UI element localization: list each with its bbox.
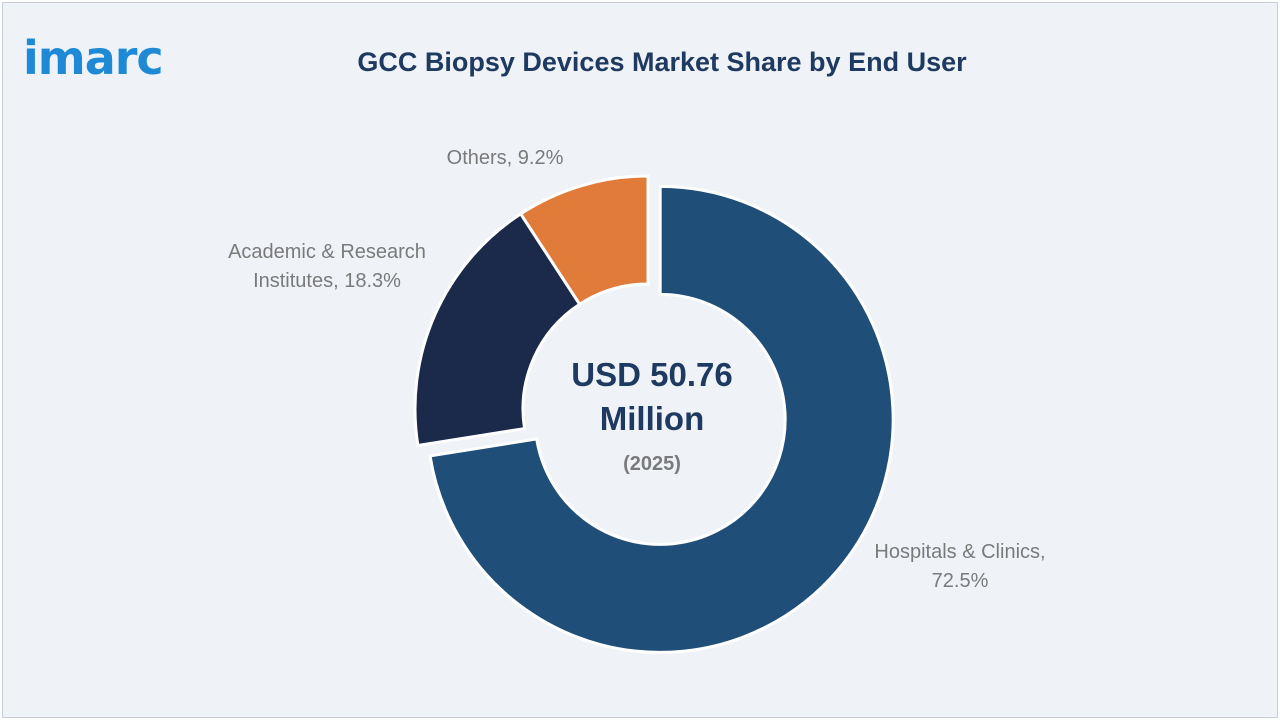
center-year: (2025) xyxy=(623,453,681,475)
donut-slice-2 xyxy=(518,174,650,307)
slice-label-1-line-1: Institutes, 18.3% xyxy=(253,270,401,292)
donut-slice-1 xyxy=(413,211,582,448)
slice-label-0-line-1: 72.5% xyxy=(932,570,989,592)
slice-labels: Hospitals & Clinics, 72.5% Academic & Rese… xyxy=(228,147,1046,592)
slice-label-0-line-0: Hospitals & Clinics, xyxy=(874,541,1045,563)
donut-slices xyxy=(413,174,895,654)
imarc-logo: imarc xyxy=(23,31,164,85)
center-value-line2: Million xyxy=(600,400,704,437)
slice-label-2-line-0: Others, 9.2% xyxy=(447,147,564,169)
chart-title: GCC Biopsy Devices Market Share by End U… xyxy=(357,47,967,77)
donut-slice-0 xyxy=(428,184,895,654)
center-value-line1: USD 50.76 xyxy=(571,356,732,393)
slice-label-1-line-0: Academic & Research xyxy=(228,241,426,263)
